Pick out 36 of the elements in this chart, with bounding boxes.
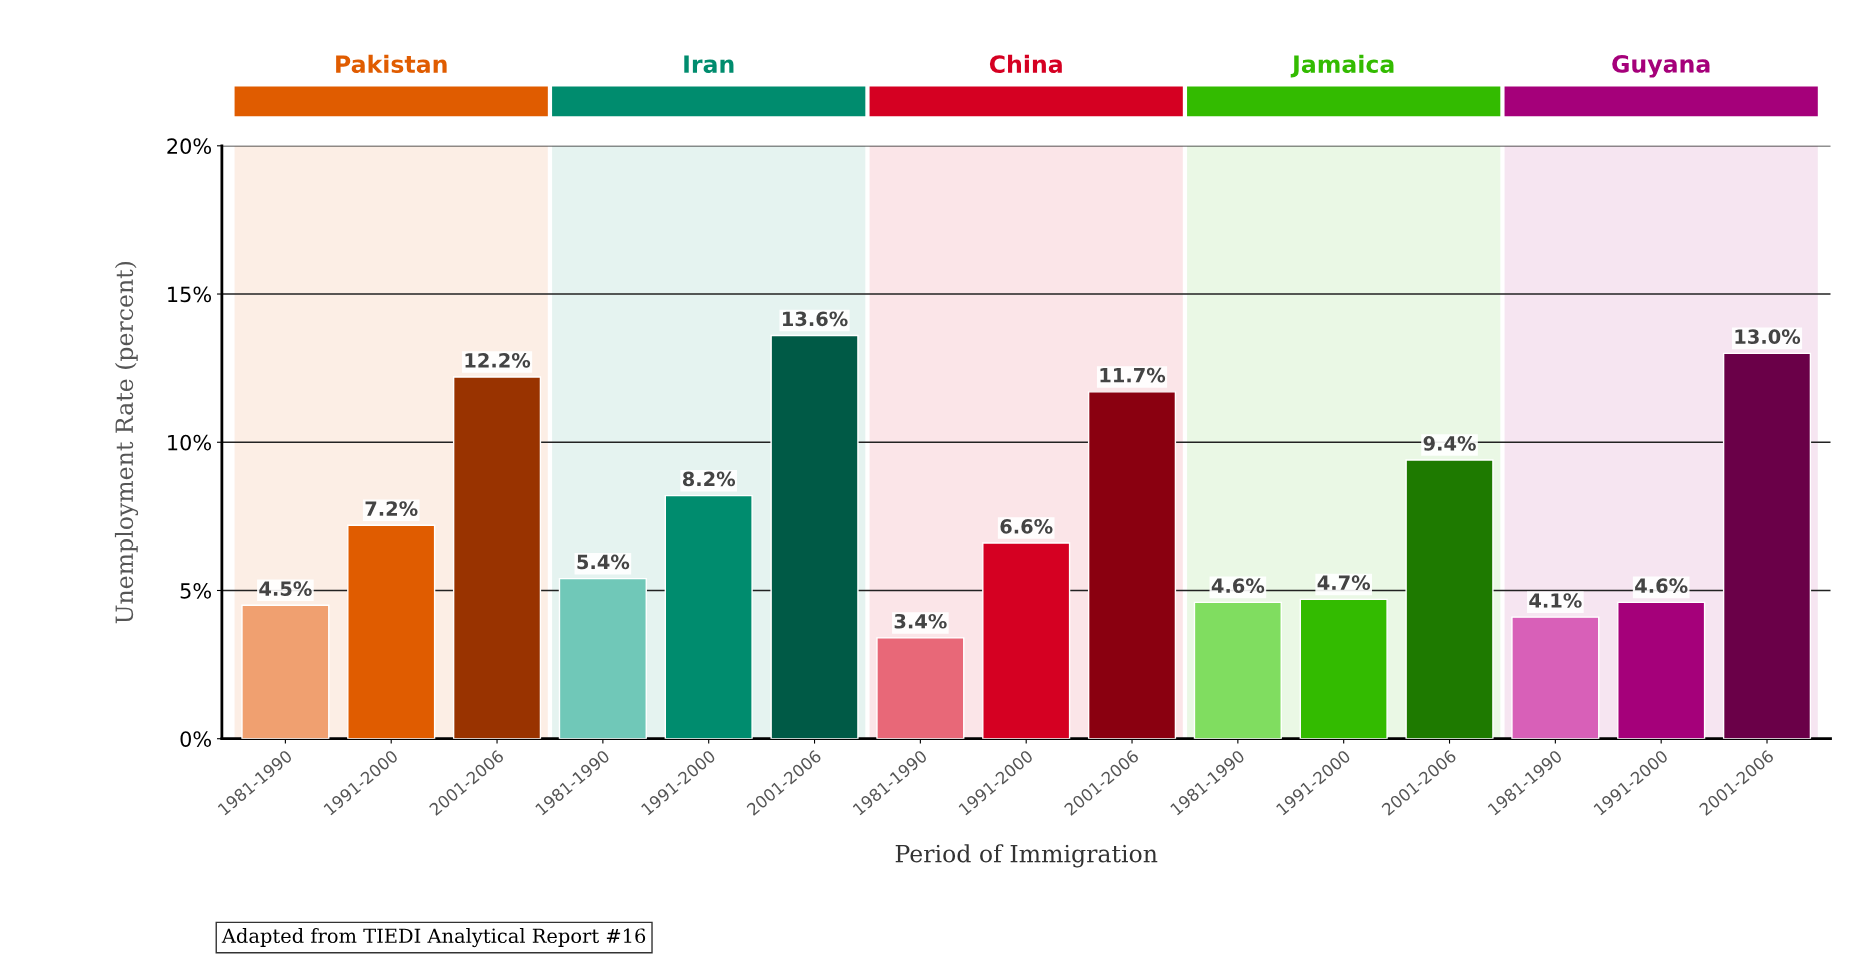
text: Jamaica bbox=[1290, 54, 1394, 78]
data-label: 11.7% bbox=[1100, 367, 1166, 383]
y-axis-title: Unemployment Rate (percent) bbox=[114, 261, 139, 624]
bar bbox=[241, 604, 330, 739]
data-label: 9.4% bbox=[1423, 436, 1476, 451]
data-label: 13.6% bbox=[783, 311, 848, 327]
data-label: 3.4% bbox=[894, 613, 947, 629]
bar bbox=[1405, 459, 1494, 739]
data-label: 4.1% bbox=[1529, 593, 1582, 608]
data-label: 4.6% bbox=[1635, 578, 1688, 594]
data-label: 6.6% bbox=[1000, 519, 1053, 534]
bar bbox=[452, 376, 542, 739]
y-tick-label: 0% bbox=[180, 731, 212, 747]
y-tick-label: 15% bbox=[168, 286, 212, 303]
y-tick-label: 5% bbox=[180, 582, 212, 599]
text: Pakistan bbox=[336, 54, 447, 74]
text: Iran bbox=[684, 55, 734, 74]
data-label: 8.2% bbox=[682, 471, 736, 487]
bar bbox=[347, 524, 436, 739]
data-label: 7.2% bbox=[365, 501, 418, 516]
data-label: 13.0% bbox=[1735, 329, 1801, 344]
bar bbox=[1511, 616, 1600, 739]
bar bbox=[982, 542, 1071, 739]
data-label: 4.6% bbox=[1211, 578, 1265, 594]
data-label: 5.4% bbox=[577, 554, 630, 570]
x-axis-title: Period of Immigration bbox=[895, 844, 1158, 868]
bar bbox=[1087, 391, 1177, 739]
text: Adapted from TIEDI Analytical Report #16 bbox=[221, 928, 646, 948]
text: Guyana bbox=[1612, 55, 1710, 78]
text: China bbox=[989, 54, 1062, 74]
y-tick-label: 10% bbox=[168, 434, 212, 451]
data-label: 4.7% bbox=[1317, 575, 1371, 591]
data-label: 12.2% bbox=[465, 353, 531, 368]
y-tick-label: 20% bbox=[167, 138, 212, 155]
bar bbox=[876, 637, 965, 739]
data-label: 4.5% bbox=[259, 581, 312, 596]
